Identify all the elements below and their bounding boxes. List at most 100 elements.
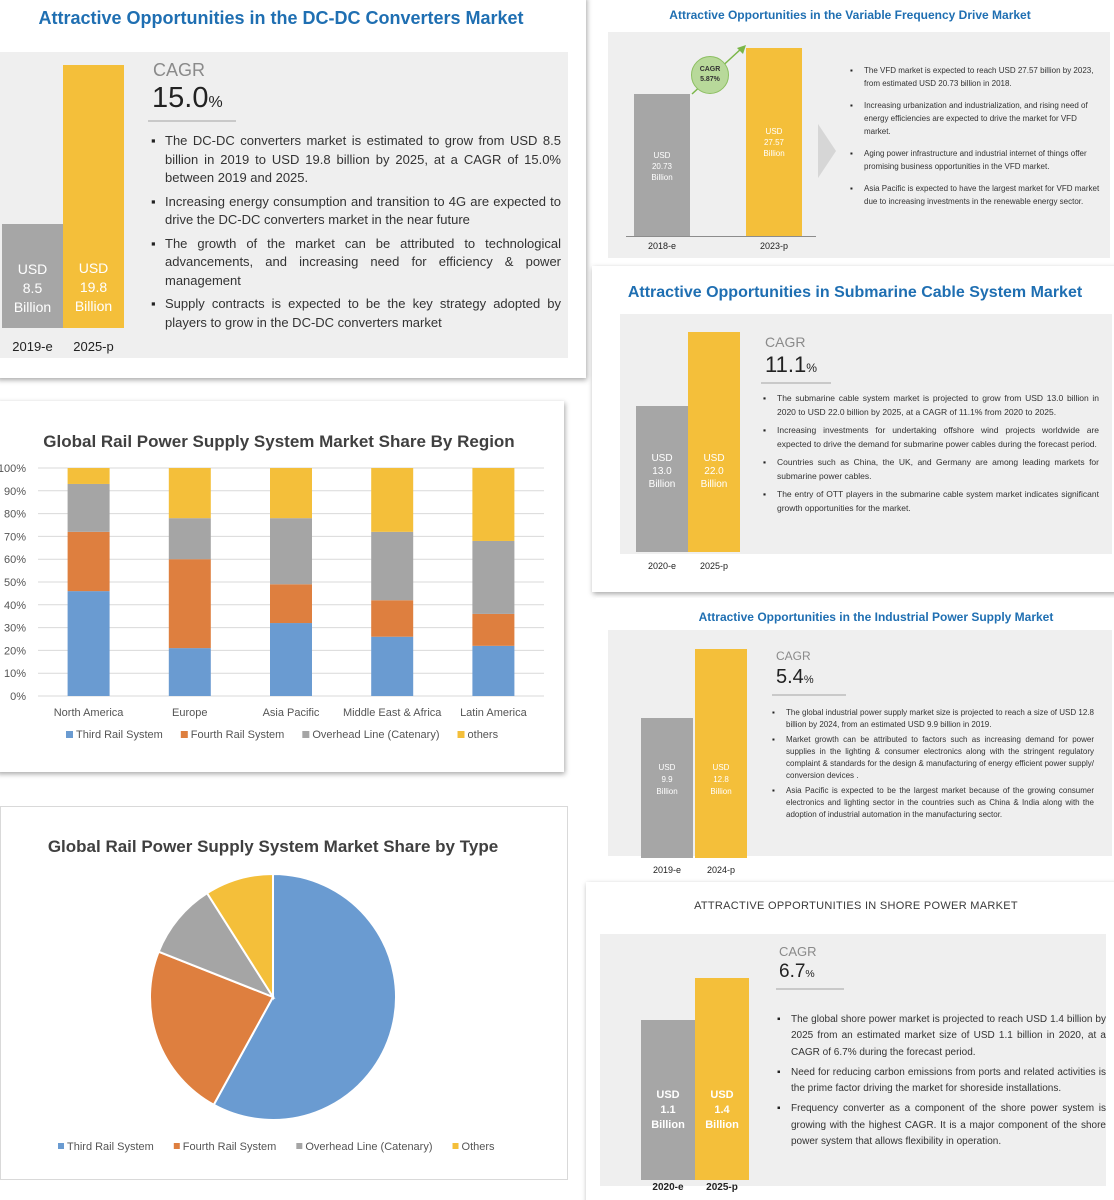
shore-bar-1-l2: 1.1 [660, 1104, 676, 1116]
region-bar-segment [168, 559, 211, 649]
region-x-label: Europe [172, 707, 207, 719]
type-chart-title: Global Rail Power Supply System Market S… [48, 837, 498, 856]
region-bar-segment [371, 531, 414, 601]
dcdc-bar-1-l1: USD [17, 261, 48, 277]
region-chart-title: Global Rail Power Supply System Market S… [43, 432, 514, 451]
type-legend-label: Overhead Line (Catenary) [305, 1141, 432, 1153]
submarine-bar-2: USD 22.0 Billion [688, 332, 740, 552]
shore-bar-2-l1: USD [710, 1089, 734, 1101]
vfd-title: Attractive Opportunities in the Variable… [669, 8, 1031, 22]
vfd-bar-2-l3: Billion [763, 149, 785, 158]
region-y-tick: 40% [4, 600, 26, 612]
region-x-label: Latin America [460, 707, 528, 719]
region-legend-label: Fourth Rail System [191, 729, 285, 741]
dcdc-bar-2-l3: Billion [74, 298, 113, 314]
shore-bar-1-l3: Billion [651, 1119, 685, 1131]
type-pie-slice [157, 891, 276, 1000]
submarine-bar-1: USD 13.0 Billion [636, 406, 688, 552]
dcdc-cagr-label: CAGR [153, 60, 206, 80]
submarine-bar-2-l3: Billion [700, 479, 728, 490]
region-bar-segment [270, 584, 312, 624]
type-legend-swatch [58, 1143, 64, 1149]
submarine-year-1: 2020-e [647, 561, 677, 571]
industrial-bar-2-l3: Billion [710, 787, 732, 796]
dcdc-bar-2-l1: USD [78, 260, 109, 276]
shore-bullets: The global shore power market is project… [777, 1012, 1106, 1150]
submarine-bullet: Increasing investments for undertaking o… [763, 424, 1099, 451]
dcdc-cagr-divider [148, 120, 236, 122]
vfd-baseline [626, 236, 816, 237]
industrial-year-1: 2019-e [652, 865, 682, 875]
region-x-label: North America [54, 707, 125, 719]
type-legend-label: Fourth Rail System [183, 1141, 277, 1153]
industrial-bullet: The global industrial power supply marke… [772, 707, 1094, 732]
submarine-title: Attractive Opportunities in Submarine Ca… [627, 284, 1083, 301]
region-y-tick: 20% [4, 645, 26, 657]
vfd-bar-1-l3: Billion [651, 173, 673, 182]
industrial-cagr-value: 5.4% [776, 666, 814, 689]
region-bar-segment [371, 600, 414, 637]
dcdc-cagr-unit: % [208, 94, 223, 111]
vfd-bar-2-l1: USD [765, 127, 783, 136]
region-bar-segment [168, 468, 211, 519]
type-legend-label: Third Rail System [67, 1141, 154, 1153]
region-bar-segment [472, 645, 515, 696]
region-bar-segment [67, 591, 110, 696]
submarine-bar-2-l1: USD [703, 453, 725, 464]
type-legend-swatch [296, 1143, 303, 1149]
region-y-tick: 100% [0, 463, 26, 475]
vfd-chevron-icon [818, 124, 836, 178]
vfd-bar-2-l2: 27.57 [763, 138, 785, 147]
type-legend-swatch [173, 1143, 180, 1149]
submarine-cagr-label: CAGR [765, 334, 806, 350]
industrial-bar-1-l3: Billion [656, 787, 678, 796]
region-y-tick: 30% [4, 623, 26, 635]
region-bar-segment [371, 636, 414, 696]
industrial-bullet: Market growth can be attributed to facto… [772, 734, 1094, 783]
region-y-tick: 10% [4, 668, 26, 680]
region-bar-segment [67, 531, 110, 592]
shore-bar-1-l1: USD [656, 1089, 680, 1101]
shore-bar-1: USD 1.1 Billion [641, 1020, 695, 1180]
dcdc-bar-1-l2: 8.5 [22, 280, 43, 296]
shore-cagr-value: 6.7% [779, 961, 815, 983]
shore-cagr-divider [776, 988, 844, 990]
region-bar-segment [168, 648, 211, 696]
region-bar-segment [371, 468, 414, 532]
submarine-bullet: The entry of OTT players in the submarin… [763, 488, 1099, 515]
region-x-label: Middle East & Africa [343, 707, 442, 719]
shore-bullet: Need for reducing carbon emissions from … [777, 1065, 1106, 1098]
region-y-tick: 80% [4, 509, 26, 521]
dcdc-bullet: The DC-DC converters market is estimated… [151, 132, 561, 188]
shore-bar-2: USD 1.4 Billion [695, 978, 749, 1180]
vfd-bullet: Aging power infrastructure and industria… [850, 147, 1100, 173]
vfd-year-1: 2018-e [647, 241, 677, 251]
region-y-tick: 70% [4, 531, 26, 543]
shore-year-1: 2020-e [652, 1182, 684, 1193]
submarine-year-2: 2025-p [699, 561, 729, 571]
region-legend-swatch [457, 731, 465, 738]
region-x-label: Asia Pacific [263, 707, 320, 719]
region-y-tick: 60% [4, 554, 26, 566]
vfd-bar-1-l2: 20.73 [651, 162, 673, 171]
type-pie-slice [212, 872, 397, 1121]
dcdc-bullets: The DC-DC converters market is estimated… [151, 132, 561, 332]
vfd-bar-1-l1: USD [653, 151, 671, 160]
vfd-bullet: The VFD market is expected to reach USD … [850, 64, 1100, 90]
industrial-panel: Attractive Opportunities in the Industri… [596, 598, 1114, 884]
shore-panel: ATTRACTIVE OPPORTUNITIES IN SHORE POWER … [586, 882, 1114, 1200]
submarine-cagr-value: 11.1% [765, 352, 817, 378]
type-legend-swatch [452, 1143, 459, 1149]
industrial-bar-1: USD 9.9 Billion [641, 718, 693, 858]
region-legend-swatch [180, 731, 188, 738]
industrial-bullets: The global industrial power supply marke… [772, 707, 1094, 822]
type-pie-slice [205, 872, 274, 1001]
submarine-bullet: Countries such as China, the UK, and Ger… [763, 456, 1099, 483]
industrial-bullet: Asia Pacific is expected to be the large… [772, 785, 1094, 822]
dcdc-bullet: Increasing energy consumption and transi… [151, 193, 561, 230]
shore-title: ATTRACTIVE OPPORTUNITIES IN SHORE POWER … [694, 900, 1018, 912]
industrial-cagr-label: CAGR [776, 649, 811, 663]
region-bar-segment [67, 468, 110, 484]
submarine-bar-1-l2: 13.0 [652, 466, 672, 477]
dcdc-bar-1: USD 8.5 Billion [2, 224, 63, 328]
